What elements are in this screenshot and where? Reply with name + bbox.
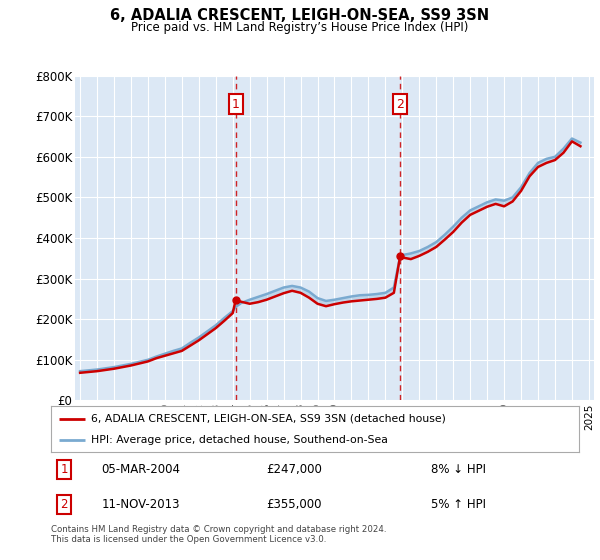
Text: 05-MAR-2004: 05-MAR-2004: [101, 463, 180, 476]
Text: Price paid vs. HM Land Registry’s House Price Index (HPI): Price paid vs. HM Land Registry’s House …: [131, 21, 469, 34]
Text: 1: 1: [232, 97, 239, 110]
Text: £247,000: £247,000: [266, 463, 322, 476]
Text: 2: 2: [396, 97, 404, 110]
Text: 6, ADALIA CRESCENT, LEIGH-ON-SEA, SS9 3SN: 6, ADALIA CRESCENT, LEIGH-ON-SEA, SS9 3S…: [110, 8, 490, 24]
Text: 8% ↓ HPI: 8% ↓ HPI: [431, 463, 486, 476]
Text: 11-NOV-2013: 11-NOV-2013: [101, 498, 180, 511]
Text: 5% ↑ HPI: 5% ↑ HPI: [431, 498, 486, 511]
Text: 2: 2: [61, 498, 68, 511]
Text: 6, ADALIA CRESCENT, LEIGH-ON-SEA, SS9 3SN (detached house): 6, ADALIA CRESCENT, LEIGH-ON-SEA, SS9 3S…: [91, 414, 445, 424]
Text: 1: 1: [61, 463, 68, 476]
Text: HPI: Average price, detached house, Southend-on-Sea: HPI: Average price, detached house, Sout…: [91, 436, 388, 445]
Text: Contains HM Land Registry data © Crown copyright and database right 2024.
This d: Contains HM Land Registry data © Crown c…: [51, 525, 386, 544]
Text: £355,000: £355,000: [266, 498, 322, 511]
